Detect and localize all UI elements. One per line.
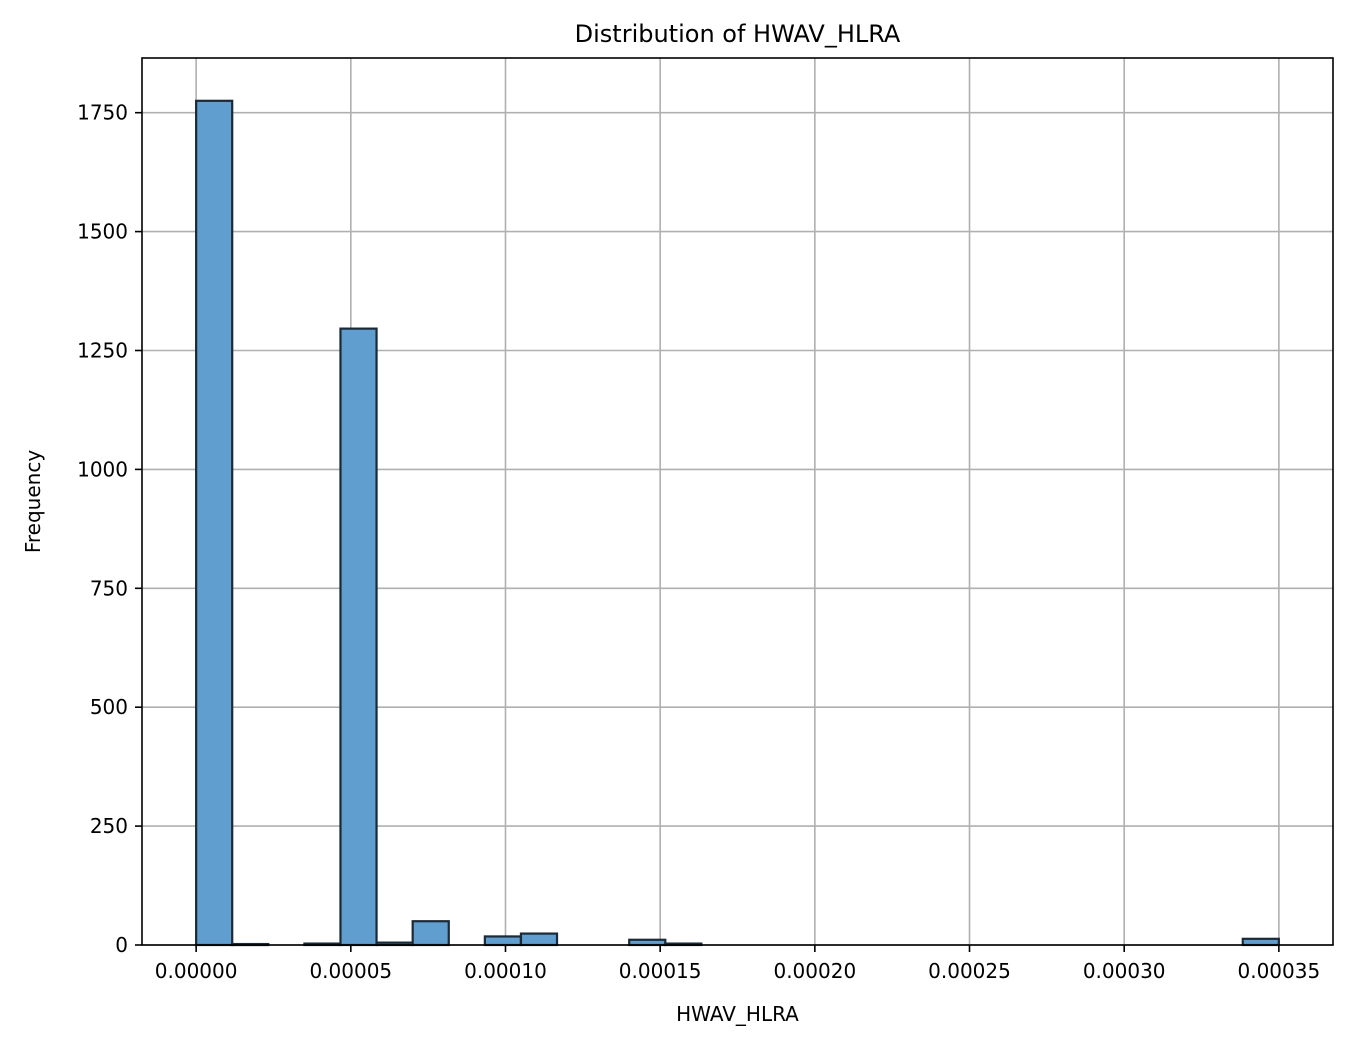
- x-tick-label-5: 0.00025: [928, 959, 1011, 983]
- x-tick-label-3: 0.00015: [619, 959, 702, 983]
- x-tick-label-2: 0.00010: [464, 959, 547, 983]
- histogram-bar-29: [1241, 937, 1280, 947]
- y-tick-label-4: 1000: [77, 457, 128, 481]
- x-axis-ticks: 0.00000 0.00005 0.00010 0.00015 0.00020 0.000…: [155, 945, 1320, 983]
- y-tick-label-1: 250: [90, 814, 128, 838]
- grid-lines: [142, 58, 1333, 946]
- y-axis-ticks: 0 250 500 750 1000 1250 1500 1750: [77, 101, 142, 957]
- histogram-bar-4: [339, 327, 378, 947]
- y-tick-label-2: 500: [90, 695, 128, 719]
- x-tick-label-0: 0.00000: [155, 959, 238, 983]
- x-axis-label: HWAV_HLRA: [676, 1002, 799, 1026]
- histogram-bar-8: [483, 935, 523, 947]
- y-tick-label-0: 0: [115, 933, 128, 957]
- y-tick-label-3: 750: [90, 576, 128, 600]
- histogram-bar-0: [195, 99, 234, 947]
- y-tick-label-7: 1750: [77, 101, 128, 125]
- x-tick-label-4: 0.00020: [773, 959, 856, 983]
- histogram-bar-9: [519, 932, 559, 947]
- y-axis-label: Frequency: [21, 450, 45, 553]
- histogram-bar-6: [411, 920, 450, 947]
- plot-frame: [141, 57, 1334, 946]
- x-tick-label-7: 0.00035: [1238, 959, 1321, 983]
- y-tick-label-6: 1500: [77, 220, 128, 244]
- y-tick-label-5: 1250: [77, 338, 128, 362]
- x-tick-label-6: 0.00030: [1083, 959, 1166, 983]
- x-tick-label-1: 0.00005: [309, 959, 392, 983]
- chart-title: Distribution of HWAV_HLRA: [575, 20, 901, 48]
- histogram-bars: [195, 99, 1280, 947]
